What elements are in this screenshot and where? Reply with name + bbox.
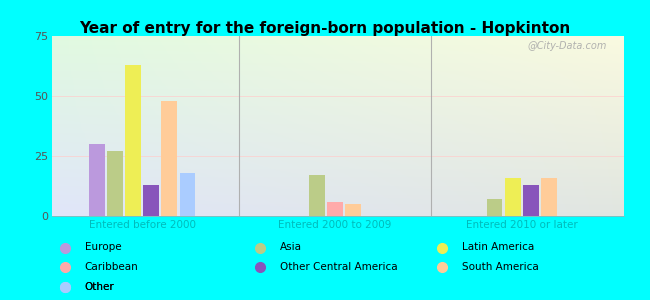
Text: Caribbean: Caribbean [84,262,138,272]
Bar [144,185,159,216]
Text: Europe: Europe [84,242,121,253]
Bar [179,173,196,216]
Bar [107,151,123,216]
Bar [345,204,361,216]
Text: Other: Other [84,281,114,292]
Text: Latin America: Latin America [462,242,534,253]
Bar [327,202,343,216]
Bar [89,144,105,216]
Bar [309,175,325,216]
Text: South America: South America [462,262,538,272]
Bar [161,101,177,216]
Bar [487,199,502,216]
Text: Other: Other [84,281,114,292]
Text: @City-Data.com: @City-Data.com [527,41,607,51]
Text: Other Central America: Other Central America [280,262,397,272]
Text: Year of entry for the foreign-born population - Hopkinton: Year of entry for the foreign-born popul… [79,21,571,36]
Bar [523,185,539,216]
Bar [541,178,556,216]
Bar [504,178,521,216]
Bar [125,65,141,216]
Text: Asia: Asia [280,242,302,253]
